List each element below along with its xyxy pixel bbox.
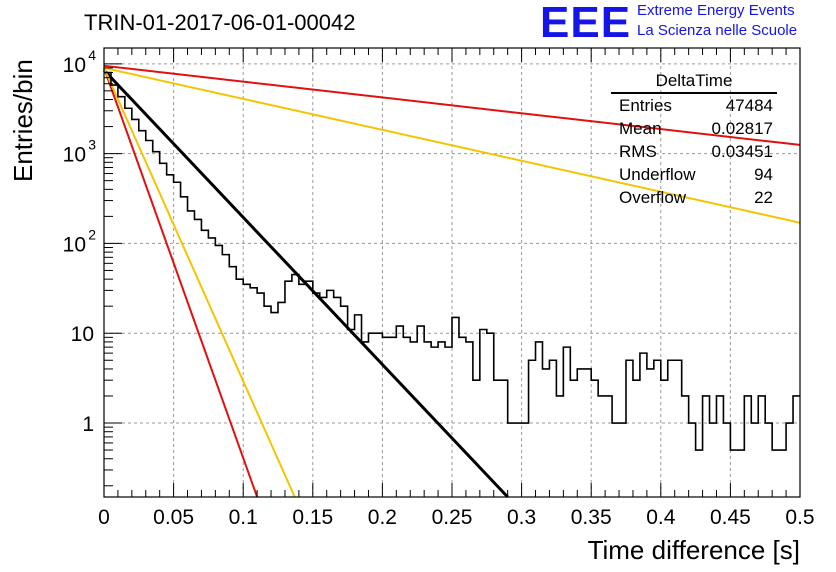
fit-line (103, 64, 801, 146)
y-tick-label: 1 (82, 413, 94, 436)
fit-line (103, 67, 259, 498)
x-tick-label: 0.3 (507, 506, 536, 529)
fit-line (103, 67, 296, 498)
x-tick-label: 0.45 (710, 506, 751, 529)
x-tick-label: 0.05 (153, 506, 194, 529)
eee-logo: EEE (540, 0, 632, 47)
x-tick-label: 0.15 (292, 506, 333, 529)
y-tick-exponent: 3 (88, 137, 96, 153)
stats-value: 0.02817 (711, 119, 773, 138)
y-tick-label: 10 (63, 144, 86, 167)
x-tick-label: 0.4 (646, 506, 676, 529)
y-tick-exponent: 4 (88, 47, 96, 63)
logo-line-1: Extreme Energy Events (637, 2, 795, 19)
stats-row-overflow: Overflow 22 (611, 186, 777, 209)
x-tick-label: 0.5 (785, 506, 814, 529)
stats-row-mean: Mean 0.02817 (611, 117, 777, 140)
y-axis-label: Entries/bin (8, 59, 38, 182)
stats-label: Underflow (619, 165, 696, 184)
x-tick-label: 0.25 (432, 506, 473, 529)
stats-row-entries: Entries 47484 (611, 94, 777, 117)
histogram-series (104, 71, 800, 451)
stats-row-underflow: Underflow 94 (611, 163, 777, 186)
stats-value: 0.03451 (711, 142, 773, 161)
x-tick-label: 0.35 (571, 506, 612, 529)
stats-label: Mean (619, 119, 662, 138)
y-tick-exponent: 2 (88, 226, 96, 242)
x-tick-label: 0 (98, 506, 110, 529)
stats-value: 22 (754, 188, 773, 207)
stats-title: DeltaTime (611, 70, 777, 94)
chart-title: TRIN-01-2017-06-01-00042 (84, 10, 356, 35)
x-axis-label: Time difference [s] (587, 535, 800, 565)
y-tick-label: 10 (63, 54, 86, 77)
y-tick-label: 10 (63, 233, 86, 256)
logo-line-2: La Scienza nelle Scuole (637, 22, 798, 39)
stats-value: 47484 (725, 96, 773, 115)
stats-label: RMS (619, 142, 657, 161)
stats-row-rms: RMS 0.03451 (611, 140, 777, 163)
fit-line (103, 66, 801, 224)
x-tick-label: 0.2 (368, 506, 397, 529)
stats-label: Overflow (619, 188, 687, 207)
x-tick-label: 0.1 (229, 506, 258, 529)
stats-value: 94 (754, 165, 773, 184)
stats-label: Entries (619, 96, 672, 115)
stats-box: DeltaTime Entries 47484 Mean 0.02817 RMS 0.… (611, 70, 777, 209)
y-tick-label: 10 (71, 323, 94, 346)
